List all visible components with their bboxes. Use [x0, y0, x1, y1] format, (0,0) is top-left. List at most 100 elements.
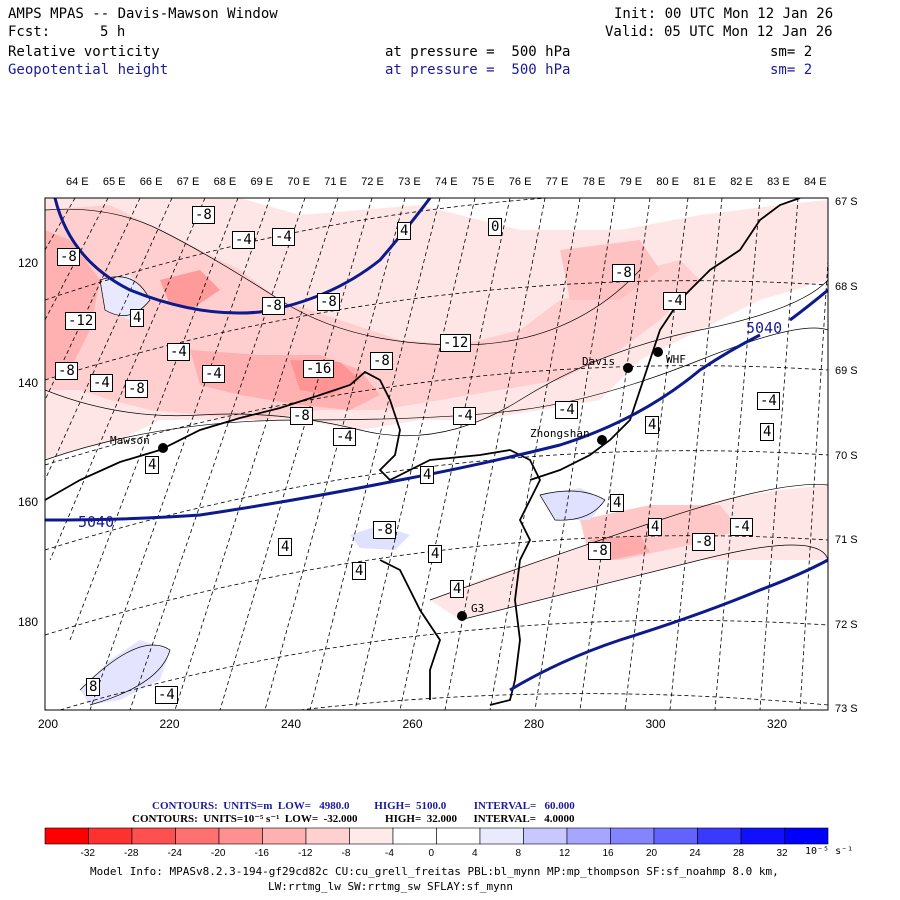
vorticity-contour-label: 0 [488, 218, 503, 236]
vorticity-contour-label: -12 [440, 334, 472, 352]
longitude-label: 71 E [324, 176, 347, 188]
height-label-5040-left: 5040 [78, 513, 115, 531]
latitude-label: 69 S [835, 365, 858, 377]
vorticity-contour-label: -8 [370, 352, 393, 370]
longitude-label: 70 E [287, 176, 311, 188]
latitude-label: 73 S [835, 703, 858, 715]
vorticity-contour-label: 4 [352, 562, 367, 580]
vorticity-contour-label: -4 [202, 365, 225, 383]
colorbar-swatch [566, 827, 611, 845]
vorticity-contour-label: -8 [612, 264, 635, 282]
vorticity-contour-label: -4 [167, 343, 190, 361]
vorticity-contour-label: -16 [303, 360, 335, 378]
vorticity-contour-label: 4 [450, 580, 465, 598]
graticule [45, 198, 828, 710]
model-info: Model Info: MPASv8.2.3-194-gf29cd82c CU:… [90, 865, 779, 878]
vorticity-contour-label: -8 [290, 407, 313, 425]
colorbar-swatch [740, 827, 785, 845]
vorticity-contour-label: -8 [373, 521, 396, 539]
longitude-label: 74 E [435, 176, 458, 188]
vorticity-contour-label: -4 [730, 518, 753, 536]
model-info-physics: LW:rrtmg_lw SW:rrtmg_sw SFLAY:sf_mynn [268, 880, 514, 893]
map-frame [44, 197, 829, 711]
vorticity-contour-label: -4 [155, 686, 178, 704]
colorbar-label: 32 [776, 848, 788, 859]
coastline [45, 198, 801, 706]
x-tick-label: 200 [38, 717, 59, 731]
station-label-davis: Davis [582, 355, 616, 368]
geopotential-height-contours [45, 198, 828, 692]
colorbar-label: 12 [559, 848, 571, 859]
field1-level: at pressure = 500 hPa [385, 44, 571, 60]
vorticity-contour-label: -8 [125, 380, 148, 398]
vorticity-contour-label: -4 [232, 231, 255, 249]
colorbar-label: -8 [341, 848, 351, 859]
x-tick-label: 320 [767, 717, 788, 731]
colorbar-label: -16 [254, 848, 269, 859]
x-tick-label: 300 [645, 717, 666, 731]
vorticity-contour-label: -4 [555, 401, 578, 419]
colorbar-swatch [392, 827, 437, 845]
longitude-label: 73 E [398, 176, 421, 188]
colorbar-label: 20 [646, 848, 658, 859]
y-tick-label: 160 [18, 495, 39, 509]
field1-smoothing: sm= 2 [770, 44, 813, 60]
colorbar-swatch [305, 827, 350, 845]
colorbar-label: 24 [689, 848, 701, 859]
vorticity-contour-label: -8 [692, 533, 715, 551]
field2-level: at pressure = 500 hPa [385, 62, 571, 78]
longitude-label: 67 E [176, 176, 200, 188]
y-tick-label: 120 [18, 256, 39, 270]
vorticity-contour-label: 4 [145, 456, 160, 474]
colorbar-swatch [697, 827, 742, 845]
colorbar-swatch [218, 827, 263, 845]
x-tick-label: 260 [402, 717, 423, 731]
colorbar-label: 16 [602, 848, 614, 859]
latitude-label: 68 S [835, 280, 858, 293]
colorbar-swatch [610, 827, 655, 845]
vorticity-contour-label: -8 [588, 542, 611, 560]
vorticity-contour-label: 4 [428, 545, 443, 563]
init-time: Init: 00 UTC Mon 12 Jan 26 [614, 6, 834, 22]
colorbar-label: 0 [428, 848, 435, 859]
x-tick-label: 280 [524, 717, 545, 731]
vorticity-contour-label: -4 [333, 428, 356, 446]
colorbar-swatch [523, 827, 568, 845]
colorbar-swatch [436, 827, 481, 845]
colorbar-swatch [175, 827, 220, 845]
latitude-label: 67 S [835, 196, 858, 208]
station-zhongshan-marker [597, 435, 607, 445]
colorbar-label: -28 [124, 848, 139, 859]
vorticity-contour-label: 4 [610, 494, 625, 512]
longitude-label: 77 E [545, 176, 569, 188]
vorticity-shading [45, 198, 828, 710]
station-label-zhongshan: Zhongshan [530, 427, 590, 440]
colorbar [44, 827, 829, 845]
colorbar-label: -32 [80, 848, 95, 859]
height-label-5040-right: 5040 [746, 319, 783, 337]
legend-vorticity-contours: CONTOURS: UNITS=10⁻⁵ s⁻¹ LOW= -32.000 HI… [132, 813, 575, 825]
colorbar-swatch [784, 827, 829, 845]
longitude-label: 76 E [508, 176, 532, 188]
vorticity-contour-label: 8 [86, 678, 101, 696]
colorbar-label: 28 [733, 848, 745, 859]
vorticity-contour-label: 4 [130, 309, 145, 327]
latitude-label: 71 S [835, 534, 858, 546]
colorbar-swatch [653, 827, 698, 845]
colorbar-label: -20 [211, 848, 226, 859]
x-tick-label: 220 [159, 717, 180, 731]
vorticity-contour-label: -4 [757, 392, 780, 410]
longitude-label: 83 E [767, 176, 790, 188]
stations [158, 347, 663, 621]
x-tick-label: 240 [281, 717, 302, 731]
vorticity-contour-label: 4 [278, 538, 293, 556]
y-tick-label: 180 [18, 614, 39, 629]
forecast-label: Fcst: [8, 24, 51, 40]
vorticity-contour-label: -8 [57, 248, 80, 266]
station-label-whf: WHF [666, 353, 686, 366]
longitude-label: 64 E [66, 176, 89, 188]
colorbar-swatch [131, 827, 176, 845]
vorticity-contour-label: 4 [645, 416, 660, 434]
longitude-label: 69 E [250, 176, 274, 188]
vorticity-contour-label: -8 [317, 293, 340, 311]
